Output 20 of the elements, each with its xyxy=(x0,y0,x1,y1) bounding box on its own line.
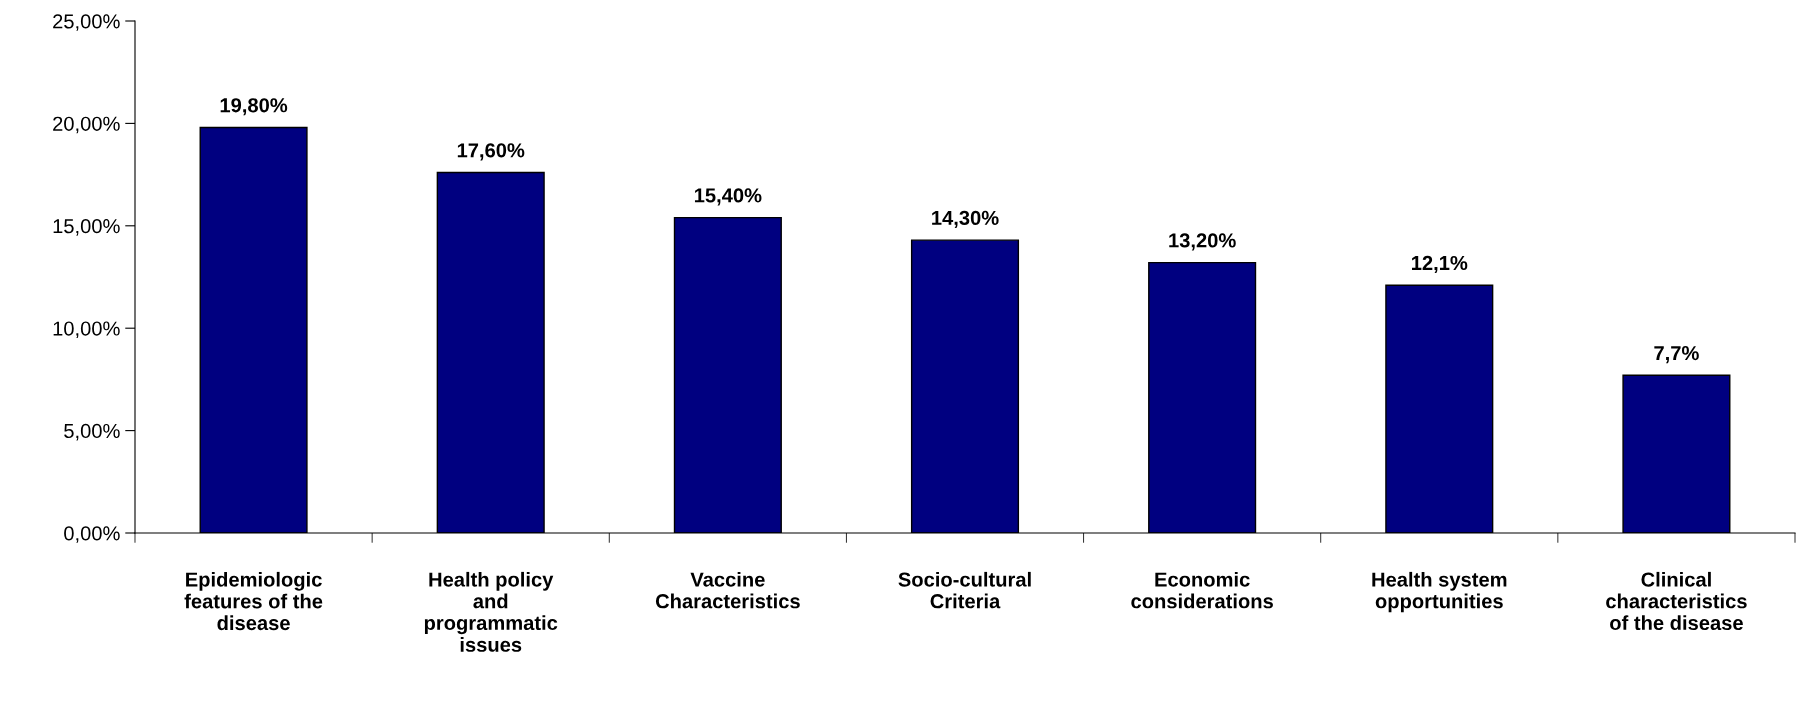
data-label: 7,7% xyxy=(1654,346,1699,364)
x-tick-label: Vaccine Characteristics xyxy=(655,571,800,609)
y-tick-label: 20,00% xyxy=(53,116,120,134)
data-label: 12,1% xyxy=(1412,255,1468,274)
data-label: 17,60% xyxy=(457,143,525,161)
y-tick-label: 15,00% xyxy=(53,219,120,236)
x-tick-label: Clinical characteristics of the disease xyxy=(1606,571,1747,631)
y-tick-label: 25,00% xyxy=(53,14,120,31)
x-tick-label: Economic considerations xyxy=(1131,571,1273,609)
x-tick-label: Socio-cultural Criteria xyxy=(898,571,1031,609)
data-label: 14,30% xyxy=(932,210,999,228)
x-tick-label: Health policy and programmatic issues xyxy=(424,571,558,652)
x-tick-label: Health system opportunities xyxy=(1372,571,1507,613)
data-label: 15,40% xyxy=(694,188,762,206)
y-tick-label: 0,00% xyxy=(64,526,120,543)
y-tick-label: 5,00% xyxy=(64,423,120,441)
data-label: 13,20% xyxy=(1169,233,1236,251)
data-label: 19,80% xyxy=(220,98,288,116)
x-tick-label: Epidemiologic features of the disease xyxy=(184,571,323,631)
y-tick-label: 10,00% xyxy=(53,321,120,339)
